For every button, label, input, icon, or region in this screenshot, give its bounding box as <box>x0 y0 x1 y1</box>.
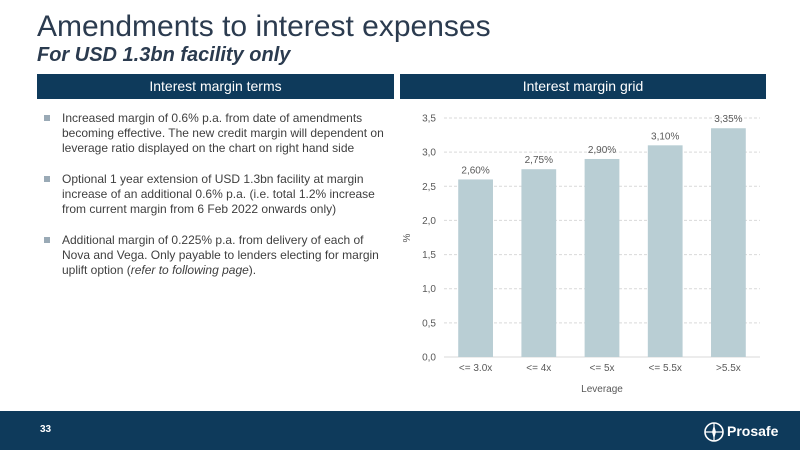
y-tick-label: 0,0 <box>422 353 436 364</box>
page-number: 33 <box>40 424 52 435</box>
terms-bullet-list: Increased margin of 0.6% p.a. from date … <box>44 111 389 294</box>
interest-margin-grid-heading: Interest margin grid <box>400 74 766 99</box>
bullet-text: Additional margin of 0.225% p.a. from de… <box>62 233 379 277</box>
prosafe-logo: Prosafe <box>703 420 793 444</box>
page-subtitle: For USD 1.3bn facility only <box>37 44 291 66</box>
bar-data-label: 3,35% <box>714 114 742 125</box>
chart-bars <box>458 128 746 357</box>
bullet-item: Additional margin of 0.225% p.a. from de… <box>44 233 389 278</box>
bullet-item: Optional 1 year extension of USD 1.3bn f… <box>44 172 389 217</box>
chart-data-labels: 2,60% 2,75% 2,90% 3,10% 3,35% <box>461 114 742 176</box>
bullet-reference: refer to following page <box>130 263 249 277</box>
brand-name: Prosafe <box>727 423 779 439</box>
bar-data-label: 2,75% <box>525 155 553 166</box>
y-tick-label: 3,5 <box>422 114 436 125</box>
square-bullet-icon <box>44 115 50 121</box>
bar <box>458 179 493 357</box>
bar-data-label: 2,60% <box>461 165 489 176</box>
bar <box>711 128 746 357</box>
x-tick-label: <= 5.5x <box>649 363 682 374</box>
x-tick-label: <= 5x <box>589 363 614 374</box>
bar-data-label: 3,10% <box>651 131 679 142</box>
y-tick-label: 3,0 <box>422 148 436 159</box>
square-bullet-icon <box>44 176 50 182</box>
y-tick-label: 0,5 <box>422 318 436 329</box>
bullet-text: Optional 1 year extension of USD 1.3bn f… <box>62 172 375 216</box>
x-tick-label: >5.5x <box>716 363 741 374</box>
square-bullet-icon <box>44 237 50 243</box>
y-tick-label: 2,0 <box>422 216 436 227</box>
bar <box>647 145 683 357</box>
prosafe-compass-logo-icon <box>704 422 724 442</box>
x-tick-label: <= 3.0x <box>459 363 492 374</box>
page-title: Amendments to interest expenses <box>37 10 491 43</box>
y-tick-label: 1,0 <box>422 284 436 295</box>
footer-bar: 33 Prosafe <box>0 411 800 450</box>
x-axis-title: Leverage <box>581 384 623 395</box>
interest-margin-chart: 2,60% 2,75% 2,90% 3,10% 3,35% 0,0 0,5 1,0 1,5 2,… <box>402 114 760 395</box>
bullet-text: Increased margin of 0.6% p.a. from date … <box>62 111 384 155</box>
y-axis-title: % <box>402 233 413 242</box>
y-tick-label: 1,5 <box>422 250 436 261</box>
x-tick-label: <= 4x <box>526 363 551 374</box>
chart-x-tick-labels: <= 3.0x <= 4x <= 5x <= 5.5x >5.5x <box>459 363 741 374</box>
bullet-item: Increased margin of 0.6% p.a. from date … <box>44 111 389 156</box>
bar <box>584 158 620 357</box>
bar-data-label: 2,90% <box>588 145 616 156</box>
y-tick-label: 2,5 <box>422 182 436 193</box>
interest-margin-terms-heading: Interest margin terms <box>37 74 394 99</box>
bar <box>521 169 557 357</box>
chart-y-tick-labels: 0,0 0,5 1,0 1,5 2,0 2,5 3,0 3,5 <box>422 114 436 364</box>
